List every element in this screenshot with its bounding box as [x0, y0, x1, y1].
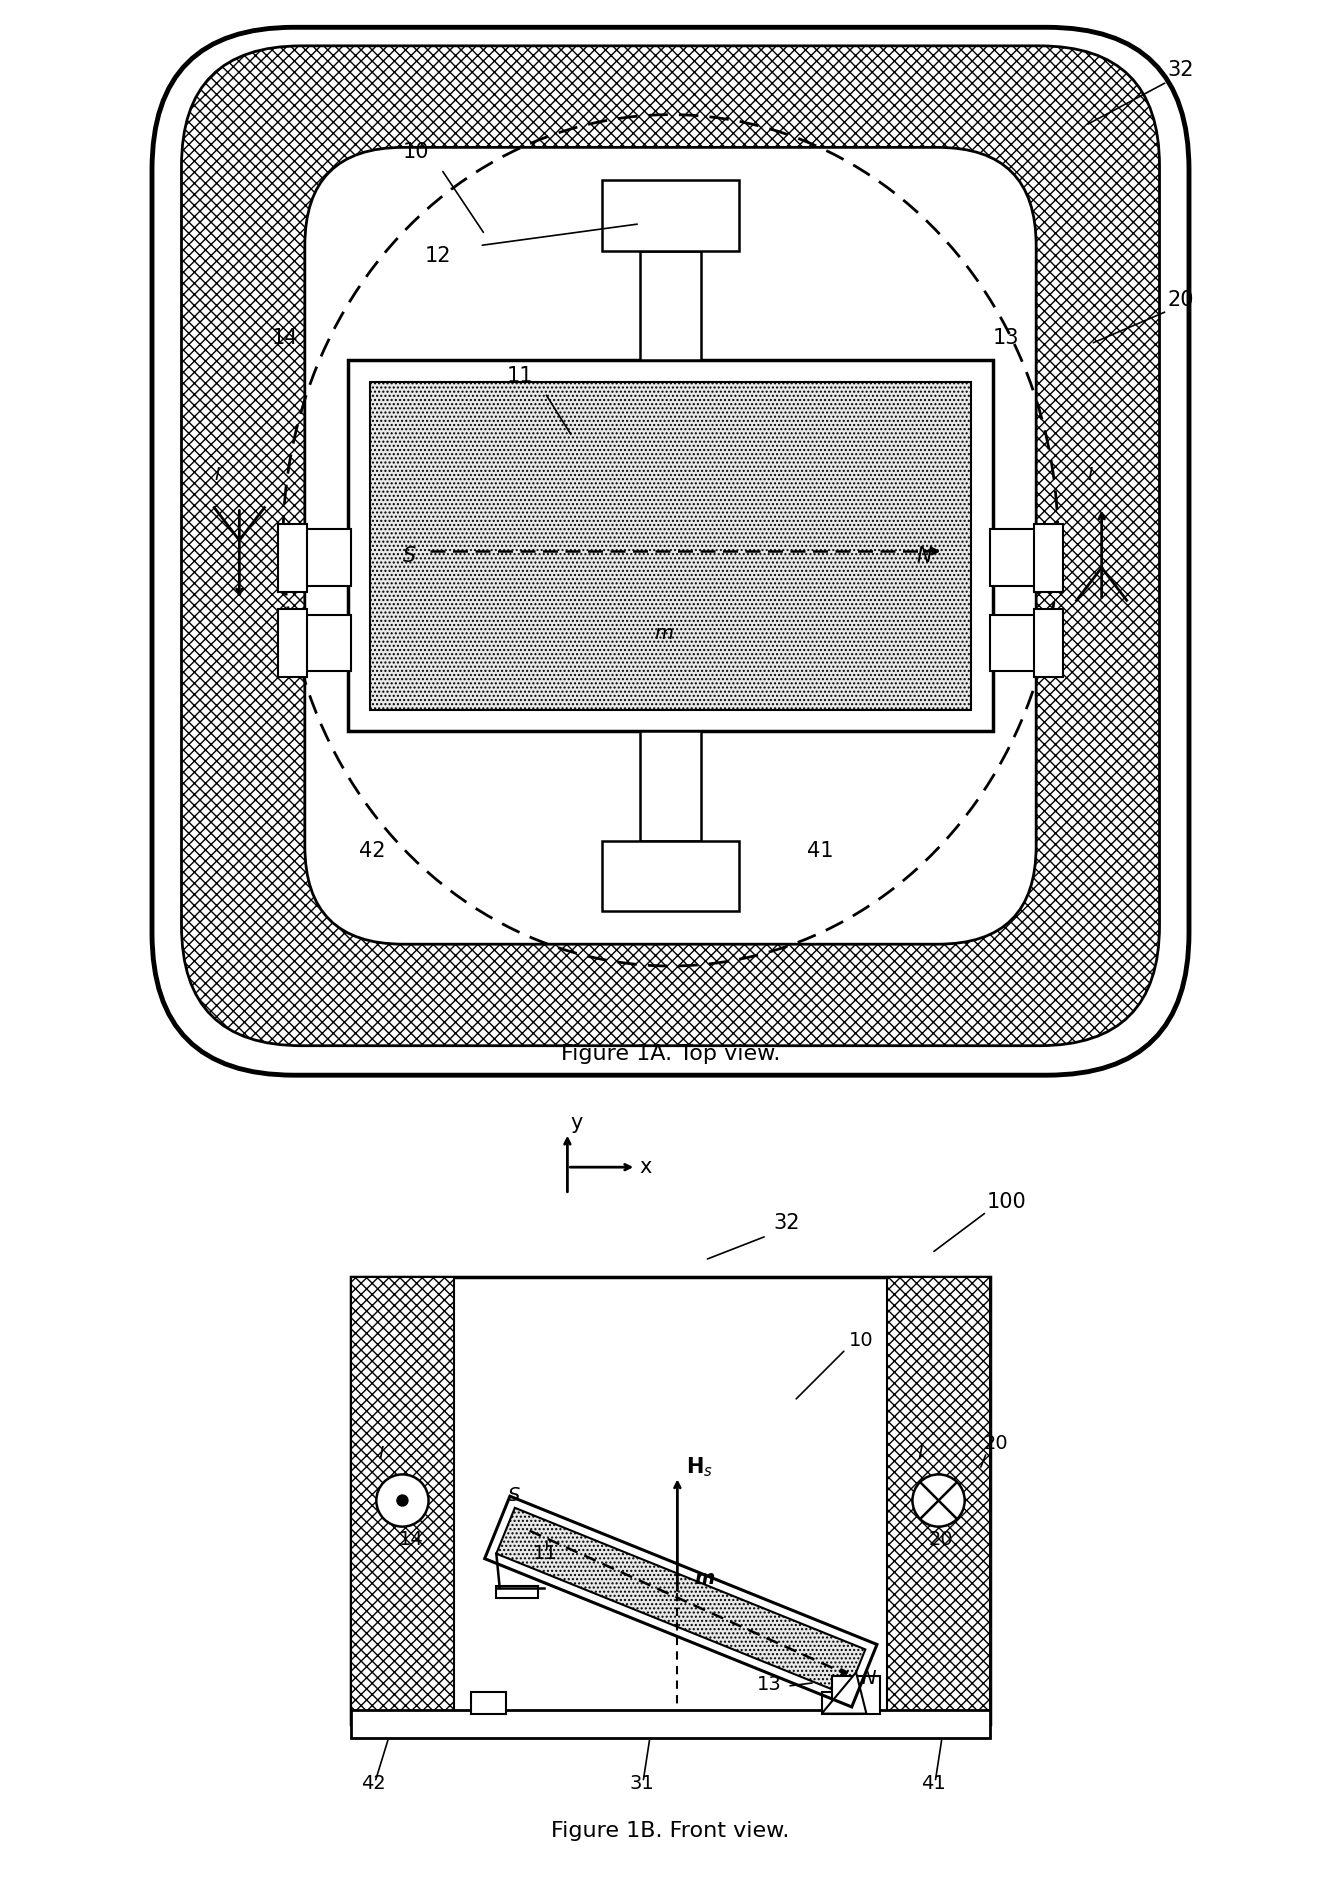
FancyBboxPatch shape [304, 147, 1037, 945]
Text: N: N [862, 1669, 877, 1688]
Text: Figure 1A. Top view.: Figure 1A. Top view. [561, 1045, 780, 1065]
Bar [640, 732, 701, 841]
Text: m: m [695, 1570, 715, 1588]
Circle shape [397, 1494, 408, 1506]
Text: 41: 41 [807, 841, 834, 860]
Text: 20: 20 [1167, 290, 1193, 311]
FancyBboxPatch shape [152, 28, 1189, 1075]
Text: 13: 13 [992, 327, 1019, 348]
Text: m: m [654, 623, 673, 642]
Bar [349, 359, 992, 732]
Bar [990, 615, 1037, 672]
FancyBboxPatch shape [181, 45, 1160, 1046]
Text: $\mathbf{H}_s$: $\mathbf{H}_s$ [685, 1455, 712, 1479]
Text: 14: 14 [272, 327, 299, 348]
Text: 42: 42 [359, 841, 386, 860]
Bar [351, 1278, 455, 1724]
Text: 12: 12 [425, 247, 452, 265]
Text: N: N [916, 546, 932, 566]
Text: 11: 11 [532, 1543, 558, 1562]
Bar [602, 841, 739, 911]
Text: I: I [919, 1445, 923, 1464]
Bar [471, 1692, 506, 1715]
Text: 32: 32 [1167, 60, 1193, 81]
Text: S: S [508, 1487, 520, 1506]
Polygon shape [496, 1507, 865, 1696]
Bar [351, 1278, 990, 1724]
Text: 20: 20 [983, 1434, 1008, 1453]
Text: 41: 41 [921, 1775, 947, 1794]
Bar [278, 523, 307, 591]
Text: 10: 10 [849, 1331, 874, 1349]
Bar [990, 529, 1037, 585]
Text: S: S [404, 546, 416, 566]
Text: 32: 32 [774, 1214, 801, 1233]
Bar [822, 1692, 856, 1715]
Text: 31: 31 [629, 1775, 654, 1794]
Text: 42: 42 [361, 1775, 386, 1794]
Text: y: y [571, 1114, 583, 1133]
Bar [1034, 610, 1063, 678]
Text: I: I [1088, 467, 1093, 484]
Circle shape [377, 1474, 429, 1526]
Bar [640, 250, 701, 359]
Bar [602, 181, 739, 250]
Text: 13: 13 [756, 1675, 782, 1694]
Bar [496, 1587, 538, 1598]
Bar [886, 1278, 990, 1724]
Text: x: x [640, 1157, 652, 1176]
Text: I: I [378, 1445, 384, 1464]
Circle shape [912, 1474, 964, 1526]
Bar [351, 1711, 990, 1737]
Text: 14: 14 [400, 1530, 424, 1549]
Bar [831, 1675, 880, 1715]
Bar [370, 382, 971, 710]
Text: 10: 10 [404, 143, 429, 162]
Bar [1034, 523, 1063, 591]
Text: 20: 20 [928, 1530, 953, 1549]
Text: 100: 100 [987, 1193, 1026, 1212]
Bar [304, 615, 351, 672]
Text: 11: 11 [507, 365, 534, 386]
Text: Figure 1B. Front view.: Figure 1B. Front view. [551, 1822, 790, 1841]
Bar [278, 610, 307, 678]
Polygon shape [822, 1673, 866, 1715]
Text: I: I [215, 467, 220, 484]
Bar [304, 529, 351, 585]
